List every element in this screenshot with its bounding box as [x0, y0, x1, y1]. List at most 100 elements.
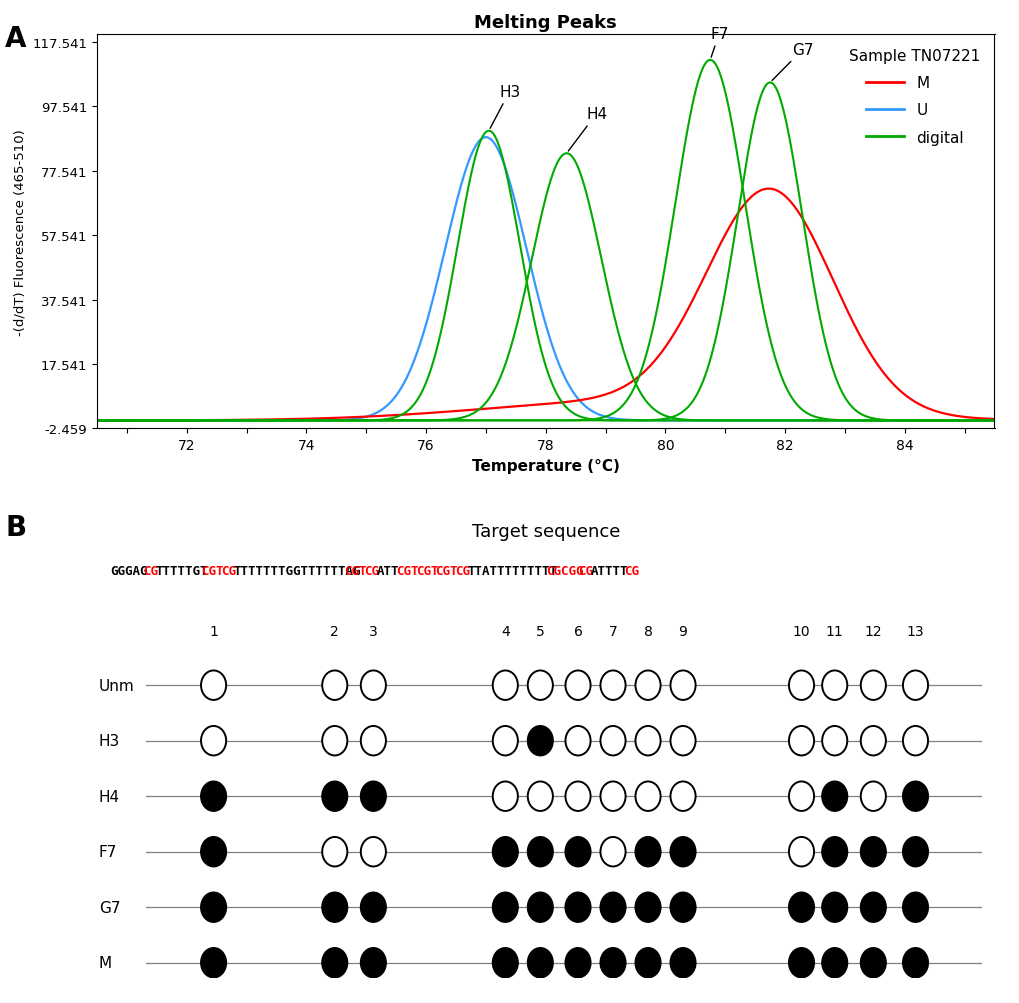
Ellipse shape [201, 671, 226, 700]
Text: CGT: CGT [435, 565, 458, 577]
Text: F7: F7 [709, 26, 728, 58]
Ellipse shape [635, 726, 660, 755]
Text: 9: 9 [678, 624, 687, 638]
Ellipse shape [201, 838, 226, 867]
Ellipse shape [600, 781, 625, 811]
Ellipse shape [565, 893, 590, 922]
Ellipse shape [902, 893, 927, 922]
Ellipse shape [565, 838, 590, 867]
Ellipse shape [635, 671, 660, 700]
Ellipse shape [669, 838, 695, 867]
Text: CG: CG [624, 565, 638, 577]
Ellipse shape [565, 781, 590, 811]
Text: CGT: CGT [416, 565, 438, 577]
Text: 12: 12 [864, 624, 881, 638]
Ellipse shape [788, 726, 813, 755]
Ellipse shape [902, 838, 927, 867]
Ellipse shape [361, 781, 385, 811]
Text: CGT: CGT [201, 565, 223, 577]
Ellipse shape [902, 948, 927, 978]
Text: CGCGG: CGCGG [545, 565, 583, 577]
Text: 3: 3 [369, 624, 377, 638]
Text: A: A [5, 25, 26, 53]
Y-axis label: -(d/dT) Fluorescence (465-510): -(d/dT) Fluorescence (465-510) [13, 128, 26, 335]
Ellipse shape [201, 948, 226, 978]
Ellipse shape [788, 893, 813, 922]
Ellipse shape [492, 838, 518, 867]
Ellipse shape [361, 726, 385, 755]
Ellipse shape [492, 781, 518, 811]
Ellipse shape [821, 671, 847, 700]
Text: CGT: CGT [344, 565, 367, 577]
Ellipse shape [322, 948, 347, 978]
Ellipse shape [322, 838, 347, 867]
Ellipse shape [322, 671, 347, 700]
Ellipse shape [669, 948, 695, 978]
Text: 13: 13 [906, 624, 923, 638]
Title: Melting Peaks: Melting Peaks [474, 14, 616, 32]
Ellipse shape [201, 893, 226, 922]
Text: M: M [99, 955, 112, 970]
Ellipse shape [361, 948, 385, 978]
Ellipse shape [635, 893, 660, 922]
Text: 1: 1 [209, 624, 218, 638]
Text: CG: CG [454, 565, 470, 577]
Ellipse shape [821, 726, 847, 755]
Ellipse shape [527, 671, 552, 700]
Ellipse shape [788, 671, 813, 700]
Ellipse shape [527, 838, 552, 867]
Ellipse shape [201, 726, 226, 755]
Ellipse shape [635, 948, 660, 978]
Ellipse shape [669, 893, 695, 922]
Ellipse shape [821, 948, 847, 978]
Ellipse shape [361, 671, 385, 700]
Ellipse shape [635, 838, 660, 867]
Ellipse shape [492, 671, 518, 700]
Text: Unm: Unm [99, 678, 135, 693]
Text: CG: CG [578, 565, 593, 577]
Text: 7: 7 [608, 624, 616, 638]
Text: CG: CG [364, 565, 378, 577]
Text: H4: H4 [99, 789, 119, 803]
Ellipse shape [788, 781, 813, 811]
Ellipse shape [565, 671, 590, 700]
Ellipse shape [788, 948, 813, 978]
Text: 6: 6 [573, 624, 582, 638]
Ellipse shape [565, 726, 590, 755]
Ellipse shape [669, 671, 695, 700]
Text: B: B [5, 514, 26, 542]
Ellipse shape [322, 781, 347, 811]
Text: ATT: ATT [376, 565, 398, 577]
Legend: M, U, digital: M, U, digital [843, 43, 986, 151]
Text: 2: 2 [330, 624, 338, 638]
Text: GGGAG: GGGAG [110, 565, 148, 577]
Text: H3: H3 [490, 84, 520, 129]
Ellipse shape [902, 726, 927, 755]
Ellipse shape [492, 893, 518, 922]
Ellipse shape [565, 948, 590, 978]
Ellipse shape [361, 893, 385, 922]
Ellipse shape [600, 893, 625, 922]
Ellipse shape [860, 726, 886, 755]
Text: TTATTTTTTTTT: TTATTTTTTTTT [468, 565, 557, 577]
Ellipse shape [322, 726, 347, 755]
Ellipse shape [669, 726, 695, 755]
Ellipse shape [669, 781, 695, 811]
Ellipse shape [821, 838, 847, 867]
Text: CG: CG [221, 565, 235, 577]
Text: 11: 11 [825, 624, 843, 638]
Text: 5: 5 [535, 624, 544, 638]
Text: 8: 8 [643, 624, 652, 638]
Ellipse shape [902, 671, 927, 700]
Ellipse shape [860, 893, 886, 922]
Ellipse shape [322, 893, 347, 922]
Text: F7: F7 [99, 845, 117, 860]
Title: Target sequence: Target sequence [471, 523, 620, 541]
Ellipse shape [860, 781, 886, 811]
Ellipse shape [860, 838, 886, 867]
Text: G7: G7 [771, 43, 813, 81]
Text: ATTTT: ATTTT [591, 565, 628, 577]
Text: TTTTTTTGGTTTTTTAG: TTTTTTTGGTTTTTTAG [233, 565, 361, 577]
Ellipse shape [902, 781, 927, 811]
Ellipse shape [527, 781, 552, 811]
